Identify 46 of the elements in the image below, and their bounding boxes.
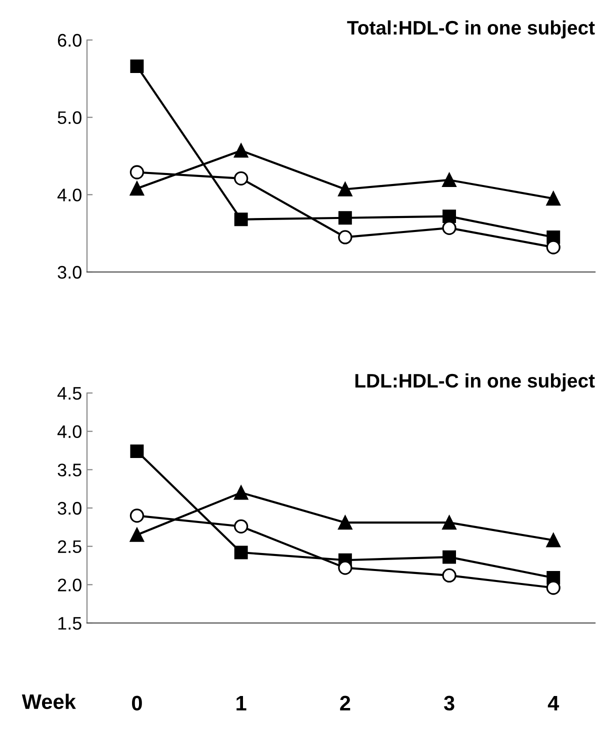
point xyxy=(130,60,144,74)
point xyxy=(234,546,248,560)
point xyxy=(130,508,144,523)
y-tick-label: 4.0 xyxy=(57,188,82,202)
point xyxy=(546,191,560,206)
x-tick-label: 1 xyxy=(236,696,246,710)
point xyxy=(442,550,456,564)
point xyxy=(546,533,560,548)
y-tick-label: 6.0 xyxy=(58,34,82,47)
point xyxy=(338,515,352,530)
x-tick-label: 4 xyxy=(548,696,560,710)
point xyxy=(130,528,144,542)
point xyxy=(234,519,248,534)
y-tick-label: 3.5 xyxy=(58,464,82,476)
point xyxy=(130,181,144,196)
y-tick-label: 1.5 xyxy=(58,617,82,630)
x-tick-label: 2 xyxy=(340,696,350,710)
point xyxy=(338,182,352,196)
point xyxy=(442,568,456,583)
point xyxy=(234,171,248,186)
point xyxy=(234,144,248,158)
point xyxy=(130,444,144,458)
y-tick-label: 5.0 xyxy=(58,111,82,124)
y-tick-label: 4.0 xyxy=(57,425,82,438)
point xyxy=(338,211,352,225)
y-tick-label: 3.0 xyxy=(58,266,82,279)
point xyxy=(130,165,144,180)
point xyxy=(234,486,248,500)
point xyxy=(338,560,352,575)
point xyxy=(442,515,456,530)
point xyxy=(546,240,560,254)
y-tick-label: 3.0 xyxy=(58,502,82,515)
x-tick-label: 3 xyxy=(444,696,454,711)
chart-title: LDL:HDL-C in one subject xyxy=(355,373,595,392)
y-tick-label: 4.5 xyxy=(57,387,82,400)
chart-title: Total:HDL-C in one subject xyxy=(347,20,595,38)
y-tick-label: 2.5 xyxy=(58,540,82,554)
point xyxy=(442,172,456,188)
x-axis-title: Week xyxy=(22,694,76,710)
y-tick-label: 2.0 xyxy=(58,578,82,592)
point xyxy=(338,230,352,244)
point xyxy=(442,210,456,224)
point xyxy=(546,580,560,595)
point xyxy=(234,212,248,226)
point xyxy=(442,220,456,236)
x-tick-label: 0 xyxy=(132,696,142,711)
